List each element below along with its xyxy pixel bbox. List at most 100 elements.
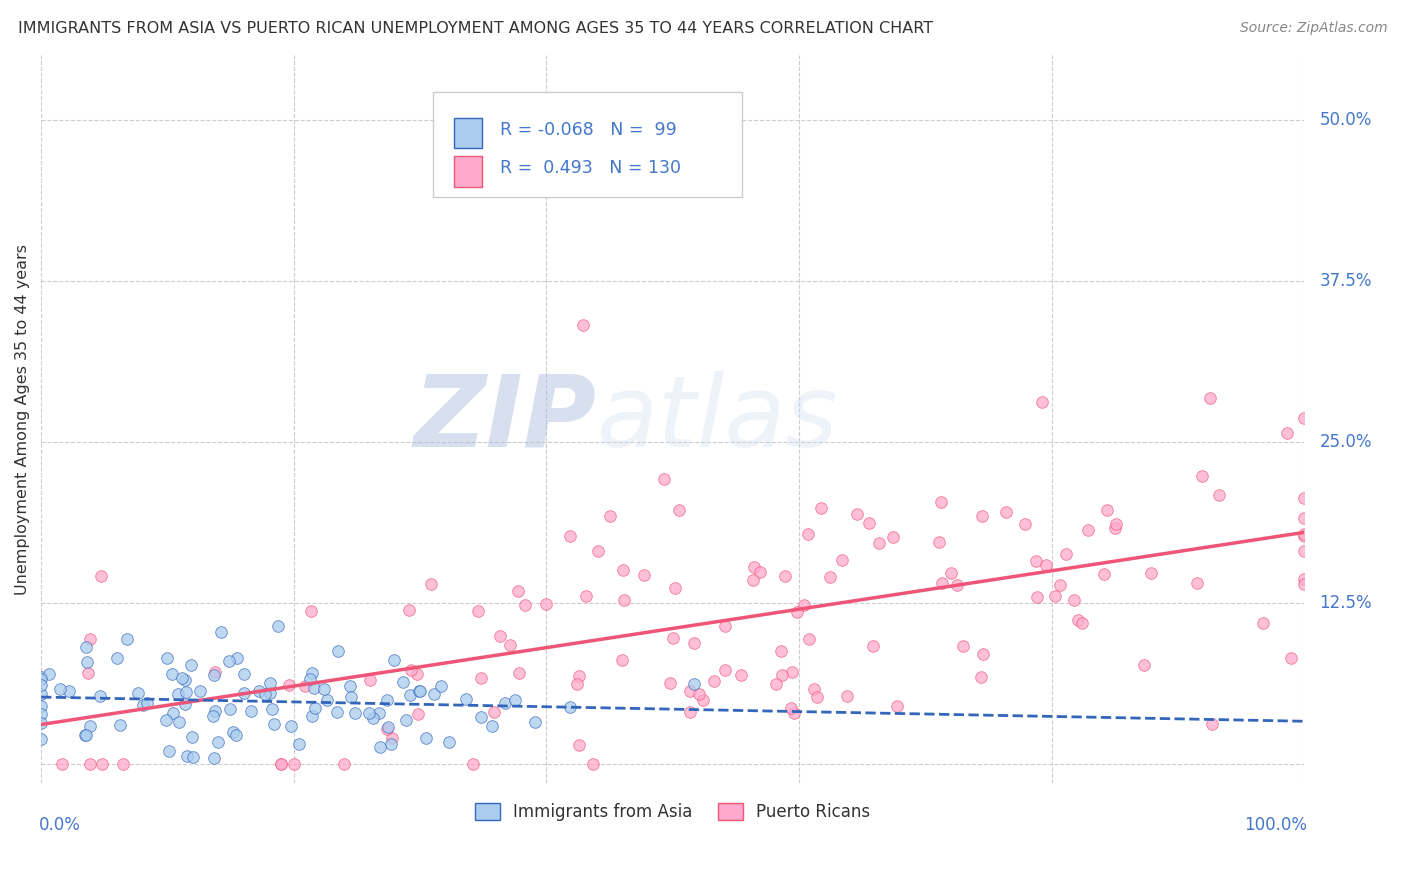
Point bbox=[773, 569, 796, 583]
Point bbox=[858, 516, 880, 531]
Point bbox=[363, 711, 385, 725]
Text: ZIP: ZIP bbox=[413, 371, 598, 467]
Point bbox=[929, 495, 952, 509]
Point bbox=[277, 678, 299, 692]
Point bbox=[560, 529, 582, 543]
Point bbox=[683, 636, 706, 650]
Point bbox=[259, 675, 281, 690]
Point bbox=[939, 566, 962, 580]
Point bbox=[226, 651, 249, 665]
Point bbox=[1294, 577, 1316, 591]
Point bbox=[221, 725, 243, 739]
Point bbox=[558, 699, 581, 714]
Point bbox=[239, 704, 262, 718]
Text: atlas: atlas bbox=[598, 371, 838, 467]
Point bbox=[568, 669, 591, 683]
Point bbox=[1049, 578, 1071, 592]
Point bbox=[375, 692, 398, 706]
Point bbox=[1185, 575, 1208, 590]
Point bbox=[202, 751, 225, 765]
Point bbox=[89, 689, 111, 703]
Legend: Immigrants from Asia, Puerto Ricans: Immigrants from Asia, Puerto Ricans bbox=[468, 796, 877, 828]
Point bbox=[1063, 593, 1085, 607]
Point bbox=[1026, 590, 1049, 604]
Point bbox=[299, 604, 322, 618]
Text: R = -0.068   N =  99: R = -0.068 N = 99 bbox=[499, 121, 676, 139]
Point bbox=[423, 687, 446, 701]
Point bbox=[536, 597, 558, 611]
Point bbox=[218, 702, 240, 716]
Point bbox=[270, 757, 292, 772]
Point bbox=[1294, 529, 1316, 543]
Point bbox=[398, 689, 420, 703]
Point bbox=[664, 581, 686, 595]
Point bbox=[207, 735, 229, 749]
Point bbox=[713, 663, 735, 677]
Point bbox=[170, 671, 193, 685]
Text: 100.0%: 100.0% bbox=[1244, 816, 1306, 834]
Point bbox=[105, 651, 128, 665]
Point bbox=[612, 563, 634, 577]
Point bbox=[969, 670, 991, 684]
Point bbox=[931, 575, 953, 590]
Point bbox=[946, 577, 969, 591]
Text: R =  0.493   N = 130: R = 0.493 N = 130 bbox=[499, 159, 681, 177]
Point bbox=[419, 577, 441, 591]
Point bbox=[786, 605, 808, 619]
Point bbox=[340, 690, 363, 704]
Point bbox=[90, 757, 112, 772]
Point bbox=[176, 748, 198, 763]
Point bbox=[181, 730, 204, 744]
Point bbox=[79, 632, 101, 646]
Point bbox=[398, 602, 420, 616]
Point bbox=[1045, 589, 1067, 603]
Point bbox=[382, 653, 405, 667]
Point bbox=[567, 677, 589, 691]
Point bbox=[73, 728, 96, 742]
Point bbox=[633, 567, 655, 582]
Point bbox=[1092, 566, 1115, 581]
Point bbox=[748, 565, 770, 579]
Point bbox=[108, 718, 131, 732]
Point bbox=[1054, 547, 1077, 561]
Point bbox=[117, 632, 139, 647]
Point bbox=[201, 709, 224, 723]
Point bbox=[797, 632, 820, 646]
Point bbox=[882, 531, 904, 545]
FancyBboxPatch shape bbox=[454, 118, 482, 148]
Point bbox=[392, 675, 415, 690]
Point bbox=[325, 705, 347, 719]
Point bbox=[683, 677, 706, 691]
Point bbox=[659, 676, 682, 690]
Point bbox=[679, 684, 702, 698]
Point bbox=[742, 560, 765, 574]
Y-axis label: Unemployment Among Ages 35 to 44 years: Unemployment Among Ages 35 to 44 years bbox=[15, 244, 30, 595]
Point bbox=[204, 665, 226, 680]
Point bbox=[204, 704, 226, 718]
Point bbox=[270, 757, 292, 772]
Point bbox=[1294, 511, 1316, 525]
Point bbox=[135, 697, 157, 711]
Point bbox=[1014, 516, 1036, 531]
Point bbox=[180, 657, 202, 672]
Point bbox=[127, 686, 149, 700]
Point bbox=[377, 720, 399, 734]
Point bbox=[730, 668, 752, 682]
Point bbox=[1208, 487, 1230, 501]
Point bbox=[49, 681, 72, 696]
Point bbox=[582, 757, 605, 772]
Point bbox=[1070, 615, 1092, 630]
Text: IMMIGRANTS FROM ASIA VS PUERTO RICAN UNEMPLOYMENT AMONG AGES 35 TO 44 YEARS CORR: IMMIGRANTS FROM ASIA VS PUERTO RICAN UNE… bbox=[18, 21, 934, 36]
Point bbox=[156, 651, 179, 665]
Point bbox=[1275, 425, 1298, 440]
Point bbox=[76, 665, 98, 680]
Point bbox=[181, 750, 204, 764]
Point bbox=[430, 679, 453, 693]
Point bbox=[30, 672, 52, 686]
Point bbox=[263, 717, 285, 731]
Point bbox=[283, 757, 305, 772]
Point bbox=[846, 508, 869, 522]
Point bbox=[30, 716, 52, 731]
Point bbox=[339, 679, 361, 693]
Point bbox=[1294, 527, 1316, 541]
